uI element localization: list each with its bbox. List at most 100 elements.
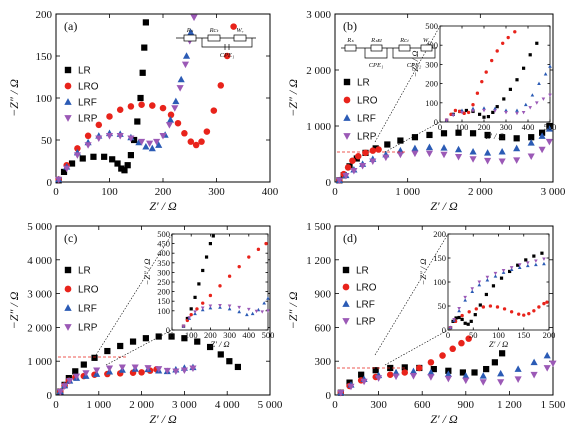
series-lrf (448, 261, 546, 330)
x-tick-label: 5 000 (258, 399, 283, 411)
data-point (262, 301, 266, 305)
panel-label: (d) (343, 231, 357, 245)
legend-label-lro: LRO (78, 285, 99, 296)
equivalent-circuit: Rₛ Rₛᴇɪ Rᴄₜ Wᵥ CPE₁ CPE₂ (341, 37, 437, 69)
y-tick-label: 500 (425, 21, 438, 31)
circuit-label: Wᵥ (236, 27, 243, 34)
legend-label-lrf: LRF (78, 304, 97, 315)
panel-label: (a) (64, 19, 77, 33)
y-tick-label: 2 000 (306, 65, 331, 77)
data-point (463, 321, 467, 325)
data-point (502, 97, 506, 101)
data-point (245, 312, 249, 317)
legend: LR LRO LRF LRP (64, 66, 99, 125)
data-point (535, 41, 539, 45)
inset-d: 0 50 100 150 200 0 50 100 150 200 Z′ / Ω −Z″ / Ω (418, 229, 555, 349)
data-point (84, 142, 92, 149)
data-point (504, 110, 508, 115)
y-tick-label: 300 (157, 267, 170, 277)
data-point (495, 49, 499, 53)
y-tick-label: 200 (425, 79, 438, 89)
inset-c: 0 100 200 300 400 500010015020025030035040045… (142, 229, 274, 349)
legend-label-lro: LRO (357, 96, 378, 107)
data-point (181, 61, 190, 69)
data-point (93, 367, 101, 375)
data-point (484, 70, 488, 74)
legend-label-lrp: LRP (78, 114, 98, 125)
data-point (460, 110, 464, 115)
y-tick-label: 5 000 (27, 221, 52, 233)
legend-marker-lrp (64, 324, 72, 331)
legend-marker-lrf (342, 300, 350, 307)
data-point (153, 138, 161, 146)
legend-marker-lrp (342, 318, 350, 325)
data-point (350, 168, 358, 175)
data-point (454, 154, 463, 161)
data-point (210, 107, 218, 114)
data-point (397, 137, 404, 144)
inset-frame (447, 233, 550, 331)
data-point (189, 365, 197, 373)
data-point (174, 119, 182, 127)
data-point (427, 368, 435, 376)
data-point (527, 139, 535, 146)
data-point (138, 138, 146, 146)
data-point (382, 154, 390, 162)
data-point (493, 271, 498, 276)
data-point (127, 135, 135, 143)
data-point (513, 144, 521, 152)
data-point (187, 316, 192, 320)
y-tick-label: 200 (433, 229, 446, 239)
zoom-guide-line (384, 329, 449, 366)
data-point (218, 303, 222, 308)
data-point (523, 102, 528, 107)
data-point (513, 30, 517, 34)
data-point (466, 322, 470, 326)
data-point (463, 298, 468, 302)
data-point (116, 106, 124, 114)
data-point (537, 81, 541, 86)
circuit-label: CPE₁ (369, 62, 384, 69)
data-point (475, 91, 480, 95)
data-point (470, 287, 475, 291)
data-point (534, 101, 539, 105)
data-point (246, 307, 251, 312)
y-tick-label: 100 (157, 306, 170, 316)
data-point (530, 358, 538, 366)
data-point (490, 58, 494, 63)
data-point (198, 138, 205, 145)
data-point (117, 342, 124, 350)
data-point (80, 361, 87, 368)
data-point (484, 131, 491, 139)
data-point (149, 102, 156, 109)
circuit-label: Rₛ (186, 27, 194, 34)
data-point (427, 374, 435, 381)
x-tick-label: 1 500 (541, 399, 566, 411)
x-tick-label: 100 (185, 330, 198, 340)
data-point (193, 310, 197, 314)
x-tick-label: 0 (438, 122, 442, 132)
data-point (189, 307, 193, 311)
data-point (534, 262, 538, 267)
zoom-guide-line (105, 329, 173, 366)
data-point (211, 234, 215, 238)
y-tick-label: 400 (157, 248, 170, 258)
data-point (493, 109, 497, 113)
data-point (455, 129, 462, 136)
data-point (155, 366, 163, 373)
data-point (473, 313, 477, 317)
data-point (469, 156, 477, 163)
legend-marker-lrf (64, 98, 72, 105)
series-lrp (56, 364, 197, 396)
data-point (95, 135, 103, 143)
data-point (471, 109, 475, 113)
data-point (466, 110, 471, 115)
data-point (266, 296, 270, 300)
data-point (427, 359, 435, 366)
data-point (469, 148, 477, 155)
data-point (127, 152, 134, 159)
data-point (146, 140, 154, 148)
data-point (484, 149, 492, 156)
data-point (458, 109, 462, 114)
data-point (347, 383, 355, 391)
